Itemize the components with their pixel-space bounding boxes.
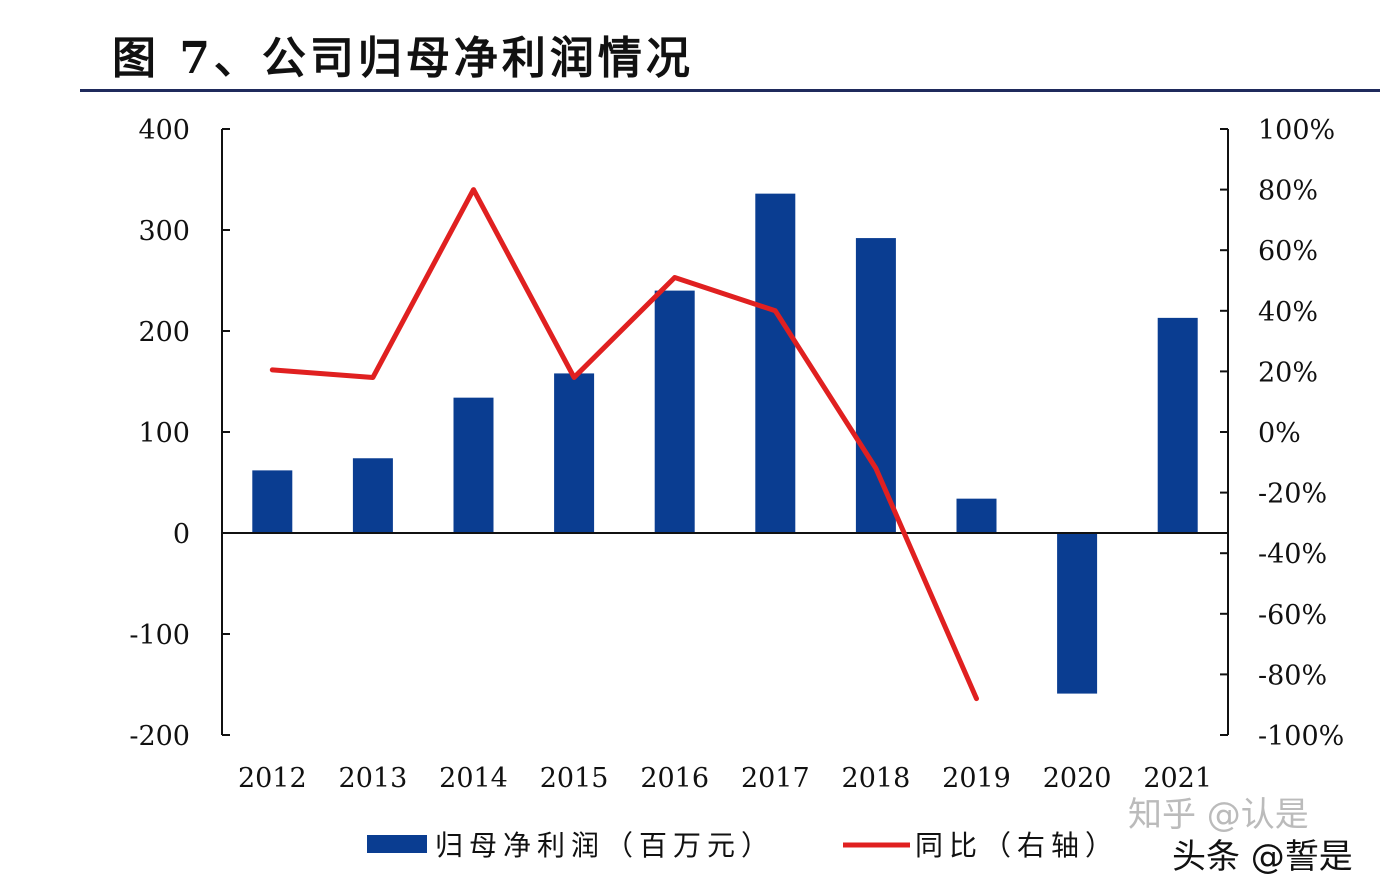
right-tick-label: -80% — [1258, 660, 1327, 691]
x-tick-label: 2021 — [1143, 763, 1212, 794]
right-tick-label: 80% — [1258, 176, 1318, 207]
x-tick-label: 2018 — [842, 763, 911, 794]
chart-title: 图 7、公司归母净利润情况 — [112, 33, 694, 84]
x-tick-label: 2013 — [339, 763, 408, 794]
x-tick-label: 2020 — [1043, 763, 1112, 794]
right-tick-label: -100% — [1258, 721, 1344, 752]
right-tick-label: 100% — [1258, 115, 1335, 146]
bar-2013 — [352, 458, 393, 533]
bar-2020 — [1057, 533, 1098, 694]
right-tick-label: -60% — [1258, 600, 1327, 631]
x-tick-label: 2015 — [540, 763, 609, 794]
bar-2021 — [1157, 317, 1198, 533]
left-tick-label: 0 — [173, 519, 190, 550]
yoy-line — [269, 187, 979, 702]
title-divider — [80, 89, 1380, 92]
right-tick-label: 60% — [1258, 236, 1318, 267]
left-tick-label: 200 — [138, 317, 190, 348]
bar-2015 — [554, 373, 595, 533]
bar-2016 — [654, 290, 695, 533]
left-tick-label: 400 — [138, 115, 190, 146]
right-tick-label: 0% — [1258, 418, 1301, 449]
right-tick-label: 20% — [1258, 357, 1318, 388]
right-tick-label: -40% — [1258, 539, 1327, 570]
right-tick-label: 40% — [1258, 297, 1318, 328]
x-tick-label: 2012 — [238, 763, 307, 794]
watermark-front: 头条 @誓是 — [1172, 837, 1353, 876]
bar-2014 — [453, 397, 494, 533]
bar-2017 — [755, 193, 796, 533]
legend-line-label: 同比（右轴） — [915, 829, 1119, 862]
x-tick-label: 2014 — [439, 763, 508, 794]
x-tick-label: 2019 — [942, 763, 1011, 794]
right-tick-label: -20% — [1258, 479, 1327, 510]
left-tick-label: -100 — [129, 620, 190, 651]
bar-2019 — [956, 498, 997, 533]
x-tick-label: 2016 — [640, 763, 709, 794]
legend-bar-swatch — [367, 835, 427, 853]
left-tick-label: -200 — [129, 721, 190, 752]
left-tick-label: 300 — [138, 216, 190, 247]
legend-bar-label: 归母净利润（百万元） — [435, 829, 775, 862]
bar-2012 — [252, 470, 293, 533]
bar-2018 — [855, 238, 896, 533]
x-tick-label: 2017 — [741, 763, 810, 794]
left-tick-label: 100 — [138, 418, 190, 449]
watermark-back: 知乎 @认是 — [1128, 795, 1309, 835]
